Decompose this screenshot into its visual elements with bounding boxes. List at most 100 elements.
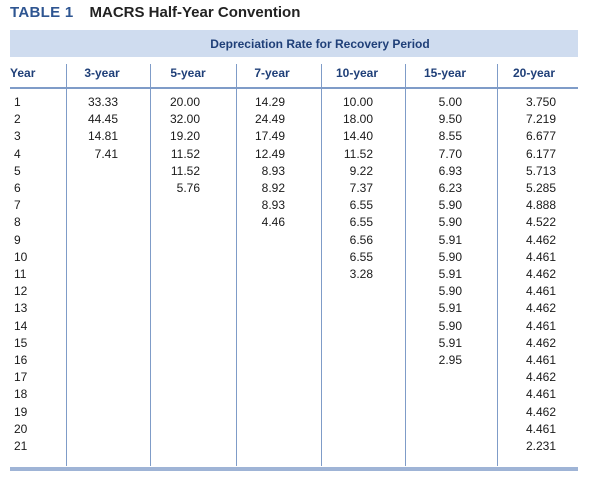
rate-cell-20-year: 4.462 [525, 335, 556, 350]
rate-cell-3-year: 33.33 [87, 95, 118, 109]
rate-cell-20-year: 2.231 [525, 439, 556, 453]
year-cell: 12 [14, 284, 28, 299]
rate-cell-20-year: 6.177 [525, 146, 556, 161]
rate-cell-5-year: 11.52 [170, 146, 200, 161]
rate-cell-10-year: 18.00 [342, 112, 373, 127]
rate-cell-10-year: 6.56 [349, 232, 373, 247]
table-title: MACRS Half-Year Convention [89, 4, 301, 21]
rate-cell-15-year: 2.95 [438, 353, 462, 367]
rate-cell-15-year: 7.70 [438, 146, 462, 161]
year-cell: 14 [14, 318, 28, 333]
rate-cell-5-year: 5.76 [176, 181, 200, 195]
rate-cell-20-year: 4.522 [525, 215, 556, 230]
rate-cell-20-year: 4.462 [525, 232, 556, 247]
rate-cell-20-year: 7.219 [525, 112, 556, 127]
rate-cell-5-year: 32.00 [169, 112, 200, 127]
rate-cell-20-year: 4.462 [525, 404, 556, 419]
rate-cell-10-year: 11.52 [343, 146, 373, 161]
header-15-year: 15-year [423, 66, 467, 80]
year-cell: 9 [14, 232, 21, 247]
column-group-title: Depreciation Rate for Recovery Period [210, 36, 430, 51]
rate-cell-5-year: 19.20 [169, 129, 200, 144]
rate-cell-15-year: 6.93 [438, 163, 462, 178]
rate-cell-10-year: 6.55 [349, 198, 373, 213]
rate-cell-20-year: 6.677 [525, 129, 556, 144]
rate-cell-15-year: 5.91 [438, 267, 462, 281]
year-cell: 1 [14, 95, 21, 109]
rate-cell-20-year: 4.461 [525, 318, 556, 333]
rate-cell-20-year: 4.462 [525, 370, 556, 385]
rate-cell-7-year: 12.49 [254, 146, 285, 161]
year-cell: 17 [14, 370, 28, 385]
year-cell: 7 [14, 198, 21, 213]
year-cell: 19 [14, 404, 28, 419]
rate-cell-7-year: 14.29 [254, 95, 285, 109]
rate-cell-20-year: 4.462 [525, 301, 556, 316]
table-title-row: TABLE 1 MACRS Half-Year Convention [10, 4, 300, 26]
rate-cell-3-year: 14.81 [87, 129, 118, 144]
year-cell: 5 [14, 163, 21, 178]
rate-cell-3-year: 44.45 [87, 112, 118, 127]
rate-cell-20-year: 4.888 [525, 198, 556, 213]
header-year: Year [10, 66, 36, 80]
table-number-label: TABLE 1 [10, 4, 74, 21]
year-cell: 2 [14, 112, 21, 127]
rate-cell-7-year: 8.93 [261, 198, 285, 213]
rate-cell-5-year: 11.52 [170, 163, 200, 178]
rate-cell-15-year: 5.90 [438, 318, 462, 333]
column-divider [150, 64, 151, 466]
rate-cell-20-year: 4.461 [525, 421, 556, 436]
rate-cell-20-year: 4.461 [525, 353, 556, 367]
column-header-row: Year 3-year 5-year 7-year 10-year 15-yea… [10, 62, 578, 84]
rate-cell-10-year: 6.55 [349, 215, 373, 230]
rate-cell-20-year: 4.461 [525, 387, 556, 402]
column-group-band: Depreciation Rate for Recovery Period [10, 30, 578, 57]
rate-cell-7-year: 4.46 [261, 215, 285, 230]
rate-cell-20-year: 5.713 [525, 163, 556, 178]
rate-cell-20-year: 4.461 [525, 249, 556, 264]
rate-cell-10-year: 9.22 [349, 163, 373, 178]
rate-cell-3-year: 7.41 [94, 146, 118, 161]
rate-cell-20-year: 4.462 [525, 267, 556, 281]
rate-cell-15-year: 8.55 [438, 129, 462, 144]
year-cell: 15 [14, 335, 28, 350]
year-cell: 11 [14, 267, 27, 281]
rate-cell-15-year: 6.23 [438, 181, 462, 195]
column-divider [405, 64, 406, 466]
rate-cell-20-year: 4.461 [525, 284, 556, 299]
column-divider [321, 64, 322, 466]
header-divider [10, 87, 578, 89]
rate-cell-7-year: 24.49 [254, 112, 285, 127]
column-divider [236, 64, 237, 466]
year-cell: 4 [14, 146, 21, 161]
year-cell: 8 [14, 215, 21, 230]
year-cell: 6 [14, 181, 21, 195]
rate-cell-5-year: 20.00 [169, 95, 200, 109]
rate-cell-20-year: 5.285 [525, 181, 556, 195]
column-divider [66, 64, 67, 466]
rate-cell-15-year: 5.91 [438, 335, 462, 350]
year-cell: 10 [14, 249, 28, 264]
header-5-year: 5-year [170, 66, 206, 80]
header-7-year: 7-year [254, 66, 290, 80]
rate-cell-7-year: 17.49 [254, 129, 285, 144]
rate-cell-10-year: 7.37 [349, 181, 373, 195]
rate-cell-15-year: 9.50 [438, 112, 462, 127]
header-20-year: 20-year [512, 66, 556, 80]
year-cell: 13 [14, 301, 28, 316]
rate-cell-10-year: 3.28 [349, 267, 373, 281]
year-cell: 16 [14, 353, 28, 367]
header-3-year: 3-year [84, 66, 120, 80]
year-cell: 21 [14, 439, 28, 453]
rate-cell-15-year: 5.91 [438, 232, 462, 247]
rate-cell-10-year: 10.00 [342, 95, 373, 109]
rate-cell-20-year: 3.750 [525, 95, 556, 109]
rate-cell-15-year: 5.90 [438, 215, 462, 230]
rate-cell-15-year: 5.90 [438, 249, 462, 264]
rate-cell-10-year: 6.55 [349, 249, 373, 264]
rate-cell-10-year: 14.40 [342, 129, 373, 144]
rate-cell-7-year: 8.92 [261, 181, 285, 195]
table-bottom-rule [10, 467, 578, 471]
column-divider [497, 64, 498, 466]
rate-cell-15-year: 5.00 [438, 95, 462, 109]
